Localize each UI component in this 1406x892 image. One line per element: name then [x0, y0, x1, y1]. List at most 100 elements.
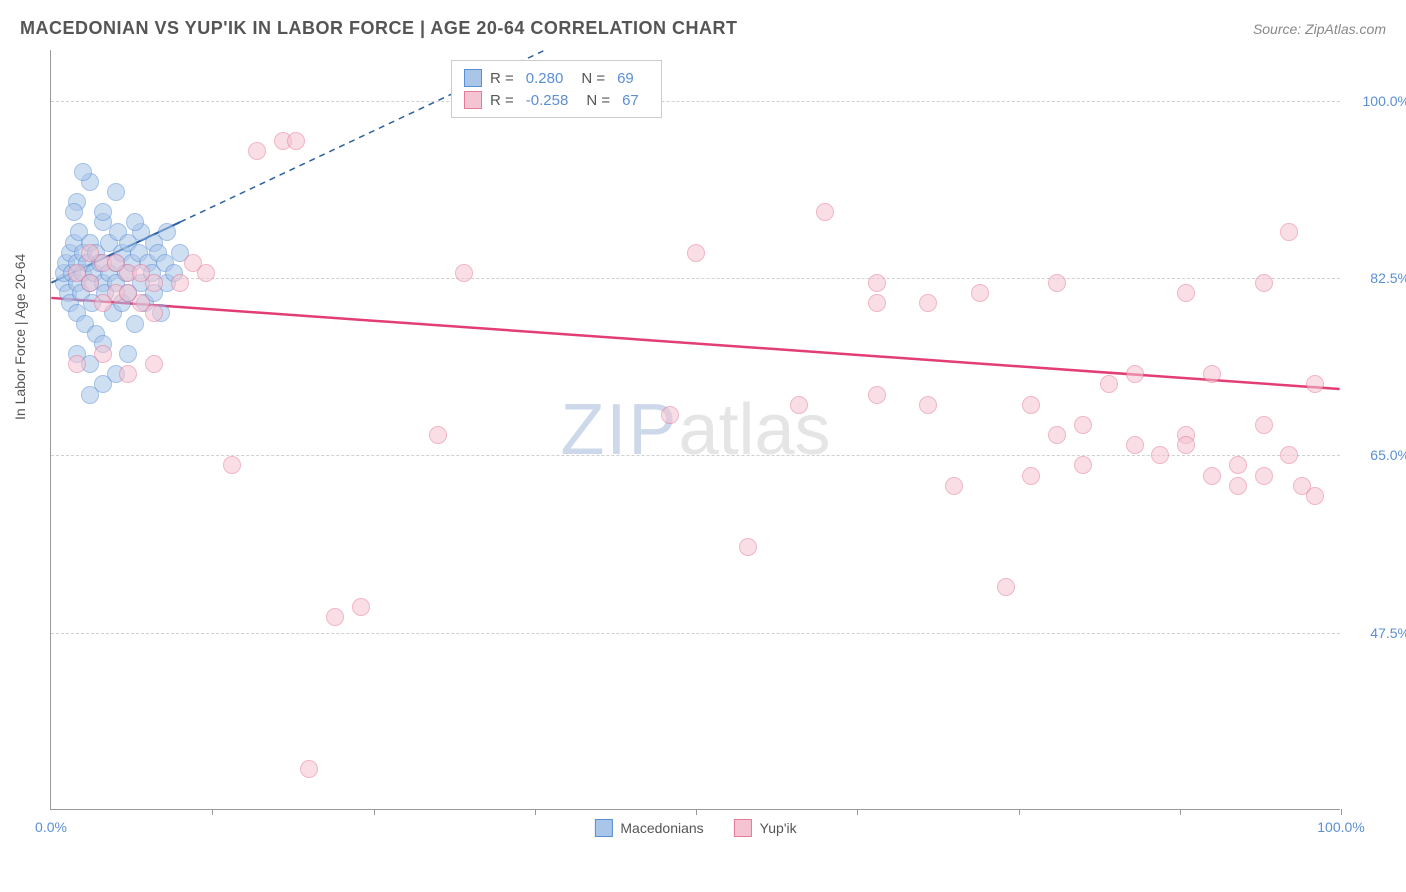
legend-item-macedonians: Macedonians [594, 819, 703, 837]
data-point [1255, 467, 1273, 485]
data-point [816, 203, 834, 221]
data-point [145, 304, 163, 322]
data-point [868, 294, 886, 312]
series-legend: Macedonians Yup'ik [594, 819, 796, 837]
data-point [223, 456, 241, 474]
data-point [1306, 487, 1324, 505]
y-tick-label: 82.5% [1350, 270, 1406, 286]
data-point [68, 355, 86, 373]
correlation-legend: R = 0.280 N = 69 R = -0.258 N = 67 [451, 60, 662, 118]
legend-label-yupik: Yup'ik [760, 820, 797, 836]
data-point [94, 203, 112, 221]
data-point [119, 345, 137, 363]
x-tick-mark [696, 809, 697, 815]
data-point [1255, 274, 1273, 292]
data-point [1022, 467, 1040, 485]
data-point [158, 223, 176, 241]
data-point [1048, 274, 1066, 292]
data-point [739, 538, 757, 556]
data-point [455, 264, 473, 282]
data-point [300, 760, 318, 778]
swatch-yupik [464, 91, 482, 109]
data-point [971, 284, 989, 302]
data-point [1126, 365, 1144, 383]
data-point [997, 578, 1015, 596]
y-tick-label: 100.0% [1350, 93, 1406, 109]
data-point [1203, 365, 1221, 383]
legend-row-macedonians: R = 0.280 N = 69 [464, 67, 649, 89]
data-point [326, 608, 344, 626]
data-point [119, 365, 137, 383]
x-tick-mark [857, 809, 858, 815]
data-point [1229, 477, 1247, 495]
trend-lines [51, 50, 1340, 809]
r-label: R = [490, 70, 514, 87]
scatter-plot-area: ZIPatlas 47.5%65.0%82.5%100.0% 0.0%100.0… [50, 50, 1340, 810]
data-point [790, 396, 808, 414]
swatch-macedonians [594, 819, 612, 837]
x-tick-label: 100.0% [1317, 819, 1364, 835]
data-point [1306, 375, 1324, 393]
data-point [687, 244, 705, 262]
data-point [126, 315, 144, 333]
x-tick-mark [1341, 809, 1342, 815]
data-point [352, 598, 370, 616]
legend-row-yupik: R = -0.258 N = 67 [464, 89, 649, 111]
legend-label-macedonians: Macedonians [620, 820, 703, 836]
swatch-yupik [734, 819, 752, 837]
data-point [1074, 456, 1092, 474]
data-point [919, 294, 937, 312]
data-point [868, 274, 886, 292]
data-point [119, 284, 137, 302]
chart-header: MACEDONIAN VS YUP'IK IN LABOR FORCE | AG… [20, 18, 1386, 39]
data-point [107, 254, 125, 272]
data-point [126, 213, 144, 231]
data-point [287, 132, 305, 150]
data-point [81, 274, 99, 292]
x-tick-mark [1019, 809, 1020, 815]
data-point [1177, 436, 1195, 454]
chart-title: MACEDONIAN VS YUP'IK IN LABOR FORCE | AG… [20, 18, 738, 39]
data-point [1100, 375, 1118, 393]
data-point [1280, 446, 1298, 464]
r-value-yupik: -0.258 [526, 92, 569, 109]
data-point [919, 396, 937, 414]
legend-item-yupik: Yup'ik [734, 819, 797, 837]
data-point [1280, 223, 1298, 241]
data-point [81, 244, 99, 262]
gridline [51, 633, 1340, 634]
data-point [1048, 426, 1066, 444]
x-tick-mark [535, 809, 536, 815]
y-tick-label: 47.5% [1350, 625, 1406, 641]
x-tick-mark [1180, 809, 1181, 815]
source-attribution: Source: ZipAtlas.com [1253, 21, 1386, 37]
data-point [171, 274, 189, 292]
data-point [94, 294, 112, 312]
r-label: R = [490, 92, 514, 109]
data-point [94, 345, 112, 363]
gridline [51, 101, 1340, 102]
data-point [107, 183, 125, 201]
data-point [661, 406, 679, 424]
y-tick-label: 65.0% [1350, 447, 1406, 463]
data-point [248, 142, 266, 160]
swatch-macedonians [464, 69, 482, 87]
x-tick-mark [374, 809, 375, 815]
data-point [94, 375, 112, 393]
data-point [1177, 284, 1195, 302]
data-point [145, 355, 163, 373]
data-point [1229, 456, 1247, 474]
n-label: N = [586, 92, 610, 109]
data-point [197, 264, 215, 282]
data-point [868, 386, 886, 404]
data-point [429, 426, 447, 444]
data-point [65, 203, 83, 221]
x-tick-mark [212, 809, 213, 815]
x-tick-label: 0.0% [35, 819, 67, 835]
n-value-macedonians: 69 [617, 70, 634, 87]
data-point [945, 477, 963, 495]
r-value-macedonians: 0.280 [526, 70, 564, 87]
data-point [1126, 436, 1144, 454]
data-point [132, 264, 150, 282]
watermark-zip: ZIP [560, 390, 678, 470]
